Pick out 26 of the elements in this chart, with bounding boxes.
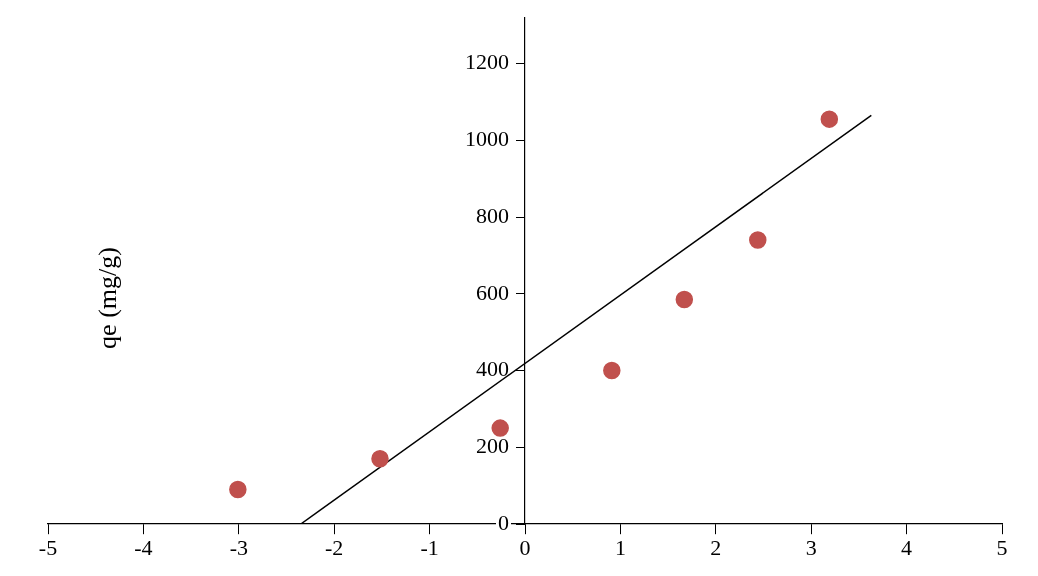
y-axis-title: qe (mg/g) xyxy=(93,247,123,349)
x-tick-label: 1 xyxy=(614,534,626,560)
x-tick-label: -2 xyxy=(325,534,344,560)
point xyxy=(820,110,839,128)
x-tick-label: 3 xyxy=(805,534,817,560)
x-tick-label: 4 xyxy=(901,534,913,560)
y-tick-label: 400 xyxy=(476,356,509,382)
x-tick-label: -5 xyxy=(38,534,58,560)
y-tick-label: 1000 xyxy=(465,126,509,152)
x-tick-label: -4 xyxy=(134,534,153,560)
y-tick-label: 200 xyxy=(476,433,509,459)
x-tick-label: 5 xyxy=(996,534,1008,560)
point xyxy=(675,290,694,309)
x-tick-label: 2 xyxy=(710,534,722,560)
point xyxy=(491,419,509,437)
y-tick-label: 800 xyxy=(476,202,509,228)
x-tick-label: 0 xyxy=(519,534,531,560)
point xyxy=(229,480,247,499)
point xyxy=(603,361,621,380)
y-tick-label: 0 xyxy=(498,509,509,535)
x-tick-label: -1 xyxy=(420,534,439,560)
y-tick-label: 1200 xyxy=(465,49,509,75)
point xyxy=(749,231,767,249)
x-tick-label: -3 xyxy=(229,534,248,560)
point xyxy=(371,450,389,468)
y-tick-label: 600 xyxy=(476,279,509,305)
